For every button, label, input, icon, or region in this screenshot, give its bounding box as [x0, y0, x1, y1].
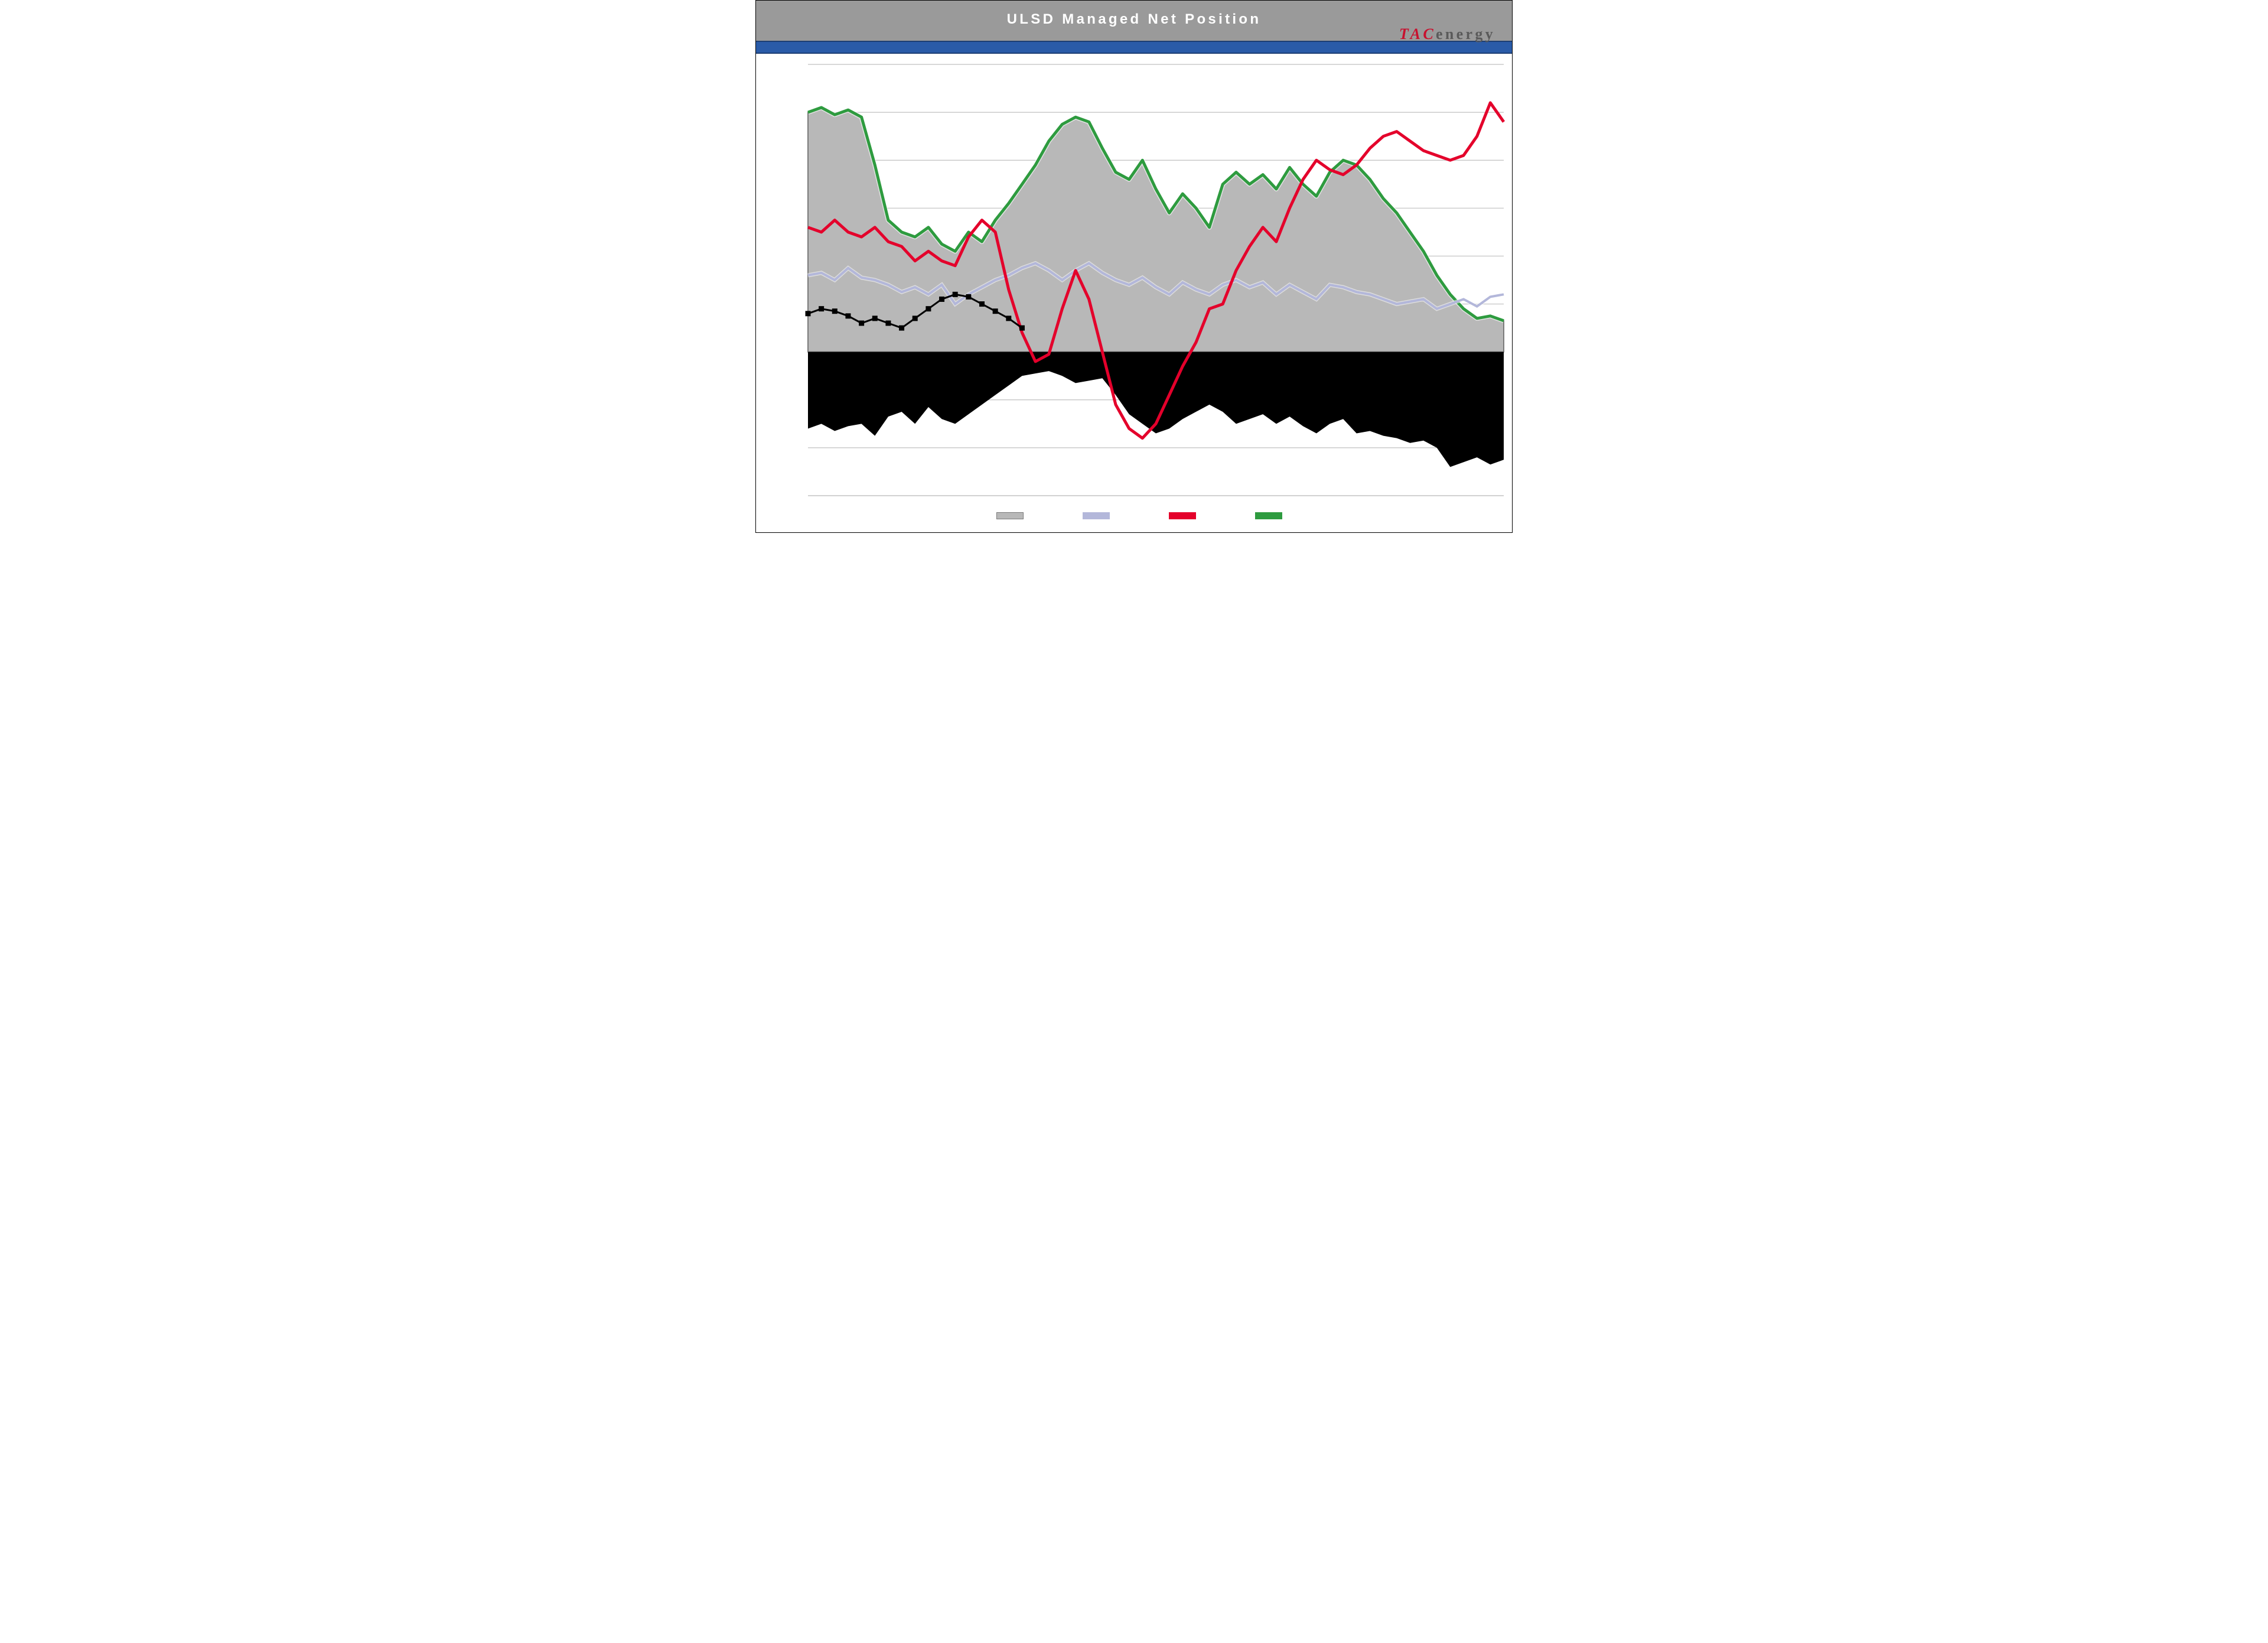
legend-swatch: [996, 512, 1024, 519]
legend-item-green: [1255, 512, 1288, 519]
legend-item-net: [1083, 512, 1116, 519]
legend-swatch: [1083, 512, 1110, 519]
title-bar: ULSD Managed Net Position TACenergy: [756, 1, 1512, 41]
brand-logo: TACenergy: [1399, 25, 1495, 43]
logo-suffix: energy: [1436, 25, 1495, 43]
legend: [773, 512, 1512, 519]
chart-frame: ULSD Managed Net Position TACenergy: [755, 0, 1513, 533]
logo-brand: TAC: [1399, 25, 1436, 43]
chart-svg: [773, 54, 1511, 509]
chart-area: [756, 54, 1512, 532]
legend-swatch: [1255, 512, 1282, 519]
legend-item-red: [1169, 512, 1202, 519]
legend-item-area_long: [996, 512, 1029, 519]
chart-title: ULSD Managed Net Position: [1007, 11, 1262, 27]
legend-swatch: [1169, 512, 1196, 519]
